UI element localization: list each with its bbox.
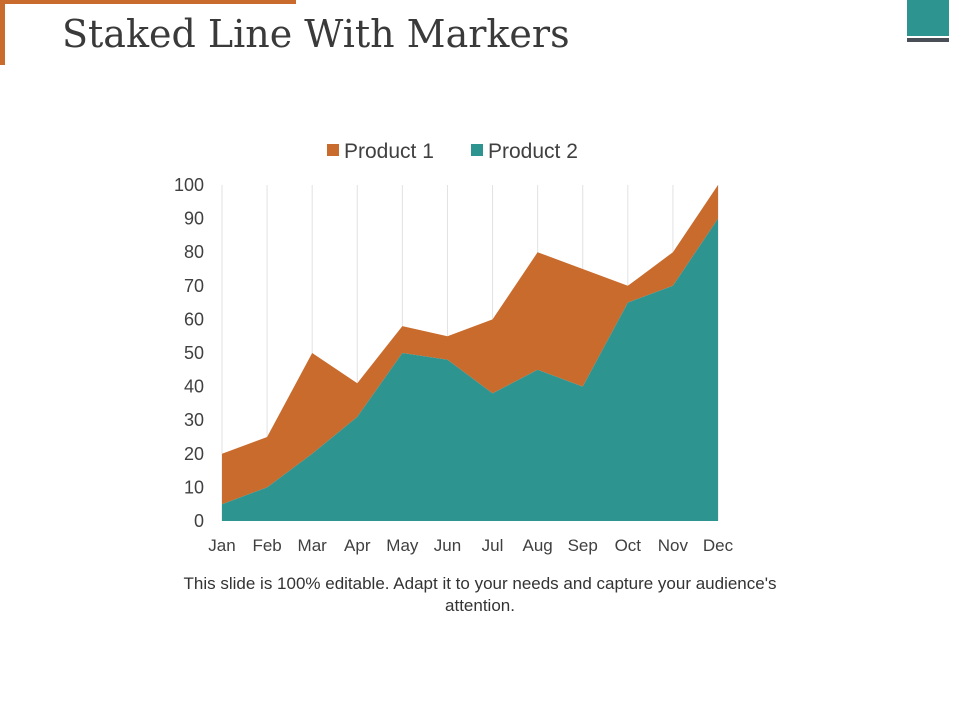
y-tick-label: 100 xyxy=(174,175,204,195)
x-tick-label: Mar xyxy=(298,536,328,555)
x-tick-label: Feb xyxy=(252,536,281,555)
y-tick-label: 20 xyxy=(184,444,204,464)
x-tick-label: Dec xyxy=(703,536,734,555)
corner-decoration xyxy=(907,0,949,36)
corner-decoration-line xyxy=(907,38,949,42)
y-tick-label: 30 xyxy=(184,410,204,430)
slide-caption: This slide is 100% editable. Adapt it to… xyxy=(183,574,777,615)
x-tick-label: Jul xyxy=(482,536,504,555)
x-tick-label: Aug xyxy=(523,536,553,555)
x-tick-label: Nov xyxy=(658,536,689,555)
y-tick-label: 0 xyxy=(194,511,204,531)
area-series xyxy=(222,185,718,521)
y-tick-label: 40 xyxy=(184,377,204,397)
x-tick-label: Apr xyxy=(344,536,371,555)
x-tick-label: Sep xyxy=(568,536,598,555)
x-tick-label: May xyxy=(386,536,419,555)
y-tick-label: 90 xyxy=(184,209,204,229)
slide-title: Staked Line With Markers xyxy=(62,12,570,56)
legend-label-1[interactable]: Product 1 xyxy=(344,140,434,163)
x-tick-label: Jan xyxy=(208,536,235,555)
legend[interactable]: Product 1 Product 2 xyxy=(327,140,578,163)
y-tick-label: 10 xyxy=(184,477,204,497)
y-tick-label: 60 xyxy=(184,309,204,329)
top-accent-bar xyxy=(0,0,296,4)
legend-swatch-2 xyxy=(471,144,483,156)
x-tick-label: Oct xyxy=(615,536,642,555)
y-tick-label: 70 xyxy=(184,276,204,296)
area-product-1[interactable] xyxy=(222,185,718,505)
left-accent-bar xyxy=(0,0,5,65)
legend-swatch-1 xyxy=(327,144,339,156)
legend-label-2[interactable]: Product 2 xyxy=(488,140,578,163)
y-tick-label: 80 xyxy=(184,242,204,262)
x-tick-label: Jun xyxy=(434,536,461,555)
area-product-2[interactable] xyxy=(222,218,718,521)
y-tick-label: 50 xyxy=(184,343,204,363)
y-axis: 0 10 20 30 40 50 60 70 80 90 100 xyxy=(174,175,204,531)
x-axis: Jan Feb Mar Apr May Jun Jul Aug Sep Oct Nov Dec xyxy=(208,536,733,555)
